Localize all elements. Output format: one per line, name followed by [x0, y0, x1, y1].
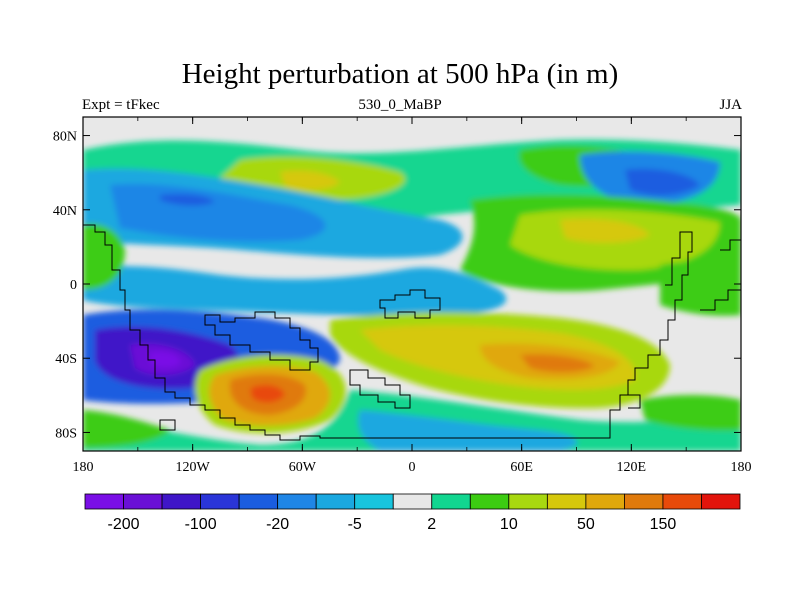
y-tick-label: 40N [53, 204, 77, 219]
colorbar-swatch [508, 493, 548, 510]
colorbar-swatch [469, 493, 510, 510]
colorbar-label: -5 [348, 516, 362, 533]
colorbar-swatch [123, 493, 163, 510]
colorbar-swatch [315, 493, 356, 510]
x-tick-label: 60E [510, 460, 533, 475]
colorbar-label: 50 [577, 516, 595, 533]
contour-field [83, 117, 741, 451]
x-tick-label: 0 [409, 460, 416, 475]
colorbar-swatch [161, 493, 201, 510]
y-tick-label: 0 [70, 278, 77, 293]
colorbar-swatch [84, 493, 124, 510]
colorbar-swatch [662, 493, 702, 510]
y-tick-label: 80N [53, 130, 77, 145]
y-tick-label: 40S [55, 352, 77, 367]
season-label: JJA [719, 97, 742, 113]
colorbar-swatch [200, 493, 240, 510]
map-title: Height perturbation at 500 hPa (in m) [181, 58, 619, 90]
x-tick-label: 120W [176, 460, 211, 475]
colorbar-label: 2 [427, 516, 436, 533]
colorbar-label: -200 [108, 516, 140, 533]
colorbar-swatch [277, 493, 317, 510]
experiment-label: Expt = tFkec [82, 97, 160, 113]
colorbar-swatch [701, 493, 741, 510]
colorbar-swatch [238, 493, 279, 510]
colorbar-swatch [624, 493, 664, 510]
x-axis: 180 120W 60W 0 60E 120E 180 [73, 117, 752, 475]
colorbar-label: 150 [650, 516, 677, 533]
colorbar-label: 10 [500, 516, 518, 533]
colorbar-swatch [354, 493, 394, 510]
colorbar-swatch [585, 493, 625, 510]
colorbar-label: -20 [266, 516, 289, 533]
colorbar-swatch [546, 493, 587, 510]
x-tick-label: 60W [289, 460, 317, 475]
colorbar-label: -100 [185, 516, 217, 533]
x-tick-label: 120E [617, 460, 647, 475]
y-tick-label: 80S [55, 426, 77, 441]
colorbar-swatch [431, 493, 471, 510]
x-tick-label: 180 [73, 460, 94, 475]
x-tick-label: 180 [731, 460, 752, 475]
colorbar-swatch [392, 493, 433, 510]
colorbar: -200 -100 -20 -5 2 10 50 150 [84, 493, 741, 533]
case-label: 530_0_MaBP [358, 97, 442, 113]
coastlines [83, 224, 741, 441]
y-axis: 80N 40N 0 40S 80S [53, 130, 741, 441]
